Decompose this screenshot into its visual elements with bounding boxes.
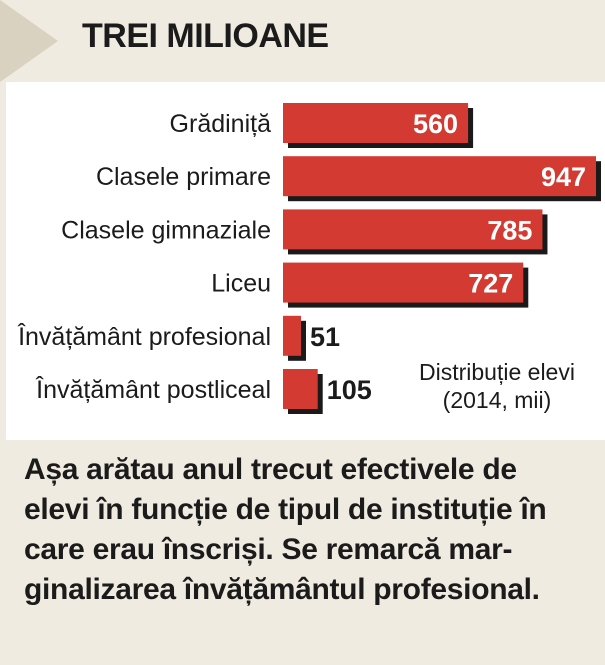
category-label: Învățământ profesional — [17, 322, 271, 351]
corner-tab-decoration — [0, 0, 58, 82]
bar — [283, 315, 301, 356]
category-label: Clasele gimnaziale — [61, 216, 271, 244]
caption-text: Așa arătau anul trecut efectivele de ele… — [24, 453, 547, 606]
category-label: Învățământ postliceal — [35, 375, 271, 404]
value-label: 105 — [327, 375, 372, 405]
page-title: TREI MILIOANE — [82, 17, 329, 55]
bar — [283, 156, 596, 197]
category-label: Grădiniță — [170, 110, 272, 138]
bar-chart: Grădiniță 560 Clasele primare 947 Clasele gi… — [17, 103, 601, 414]
category-label: Clasele primare — [96, 163, 271, 191]
category-label: Liceu — [211, 270, 271, 298]
value-label: 947 — [541, 162, 586, 192]
bar — [283, 209, 543, 250]
value-label: 727 — [468, 269, 513, 299]
value-label: 785 — [487, 215, 532, 245]
bar — [283, 369, 318, 409]
bar — [283, 262, 524, 303]
value-label: 560 — [413, 109, 458, 139]
value-label: 51 — [310, 322, 340, 352]
bar — [283, 103, 469, 143]
header: TREI MILIOANE — [0, 0, 605, 82]
unit-note: Distribuție elevi (2014, mii) — [419, 359, 575, 413]
